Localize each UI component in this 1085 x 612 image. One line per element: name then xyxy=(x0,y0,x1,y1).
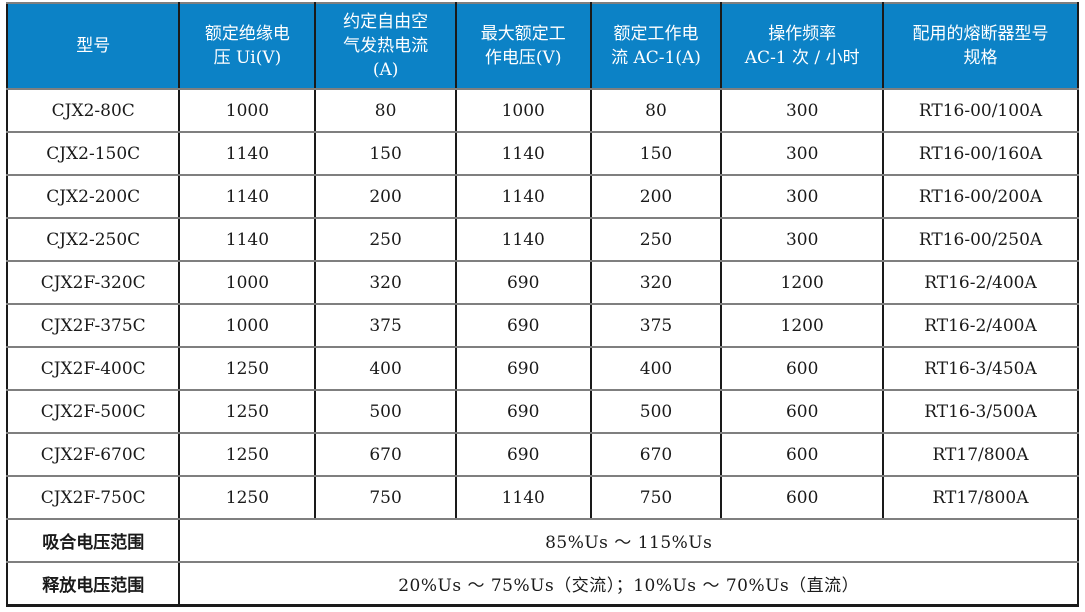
table-row: CJX2-250C 1140 250 1140 250 300 RT16-00/250A xyxy=(5,217,1079,262)
matching-fuse-spec-cell: RT16-00/160A xyxy=(882,131,1079,176)
rated-insulation-voltage-cell: 1250 xyxy=(178,432,317,477)
rated-insulation-voltage-cell: 1000 xyxy=(178,260,317,305)
matching-fuse-spec-cell: RT16-2/400A xyxy=(882,303,1079,348)
operating-frequency-ac1-cell: 300 xyxy=(720,217,885,262)
column-header-free-air-thermal-current: 约定自由空 气发热电流 (A) xyxy=(314,2,457,90)
operating-frequency-ac1-cell: 1200 xyxy=(720,260,885,305)
footer-row-pickup-voltage: 吸合电压范围 85%Us ～ 115%Us xyxy=(5,518,1079,563)
rated-insulation-voltage-cell: 1000 xyxy=(178,303,317,348)
max-rated-operational-voltage-cell: 1140 xyxy=(454,174,592,219)
max-rated-operational-voltage-cell: 1140 xyxy=(454,131,592,176)
operating-frequency-ac1-cell: 600 xyxy=(720,475,885,520)
matching-fuse-spec-cell: RT17/800A xyxy=(882,432,1079,477)
pickup-voltage-range-value: 85%Us ～ 115%Us xyxy=(178,518,1079,563)
matching-fuse-spec-cell: RT16-00/250A xyxy=(882,217,1079,262)
rated-operational-current-ac1-cell: 200 xyxy=(589,174,723,219)
table-row: CJX2F-500C 1250 500 690 500 600 RT16-3/500A xyxy=(5,389,1079,434)
free-air-thermal-current-cell: 250 xyxy=(314,217,457,262)
column-header-rated-operational-current-ac1: 额定工作电 流 AC-1(A) xyxy=(589,2,723,90)
table-header: 型号 额定绝缘电 压 Ui(V) 约定自由空 气发热电流 (A) 最大额定工 作… xyxy=(5,2,1079,90)
table-row: CJX2-200C 1140 200 1140 200 300 RT16-00/200A xyxy=(5,174,1079,219)
free-air-thermal-current-cell: 80 xyxy=(314,88,457,133)
matching-fuse-spec-cell: RT17/800A xyxy=(882,475,1079,520)
operating-frequency-ac1-cell: 600 xyxy=(720,432,885,477)
operating-frequency-ac1-cell: 1200 xyxy=(720,303,885,348)
free-air-thermal-current-cell: 375 xyxy=(314,303,457,348)
max-rated-operational-voltage-cell: 1000 xyxy=(454,88,592,133)
rated-operational-current-ac1-cell: 320 xyxy=(589,260,723,305)
rated-operational-current-ac1-cell: 500 xyxy=(589,389,723,434)
matching-fuse-spec-cell: RT16-2/400A xyxy=(882,260,1079,305)
max-rated-operational-voltage-cell: 1140 xyxy=(454,217,592,262)
max-rated-operational-voltage-cell: 690 xyxy=(454,432,592,477)
rated-insulation-voltage-cell: 1140 xyxy=(178,131,317,176)
free-air-thermal-current-cell: 400 xyxy=(314,346,457,391)
free-air-thermal-current-cell: 500 xyxy=(314,389,457,434)
free-air-thermal-current-cell: 750 xyxy=(314,475,457,520)
column-header-rated-insulation-voltage: 额定绝缘电 压 Ui(V) xyxy=(178,2,317,90)
table-body: CJX2-80C 1000 80 1000 80 300 RT16-00/100A CJX2-… xyxy=(5,88,1079,520)
rated-operational-current-ac1-cell: 400 xyxy=(589,346,723,391)
free-air-thermal-current-cell: 670 xyxy=(314,432,457,477)
rated-insulation-voltage-cell: 1250 xyxy=(178,346,317,391)
free-air-thermal-current-cell: 150 xyxy=(314,131,457,176)
max-rated-operational-voltage-cell: 690 xyxy=(454,346,592,391)
max-rated-operational-voltage-cell: 690 xyxy=(454,389,592,434)
table-row: CJX2-150C 1140 150 1140 150 300 RT16-00/160A xyxy=(5,131,1079,176)
rated-operational-current-ac1-cell: 250 xyxy=(589,217,723,262)
header-row: 型号 额定绝缘电 压 Ui(V) 约定自由空 气发热电流 (A) 最大额定工 作… xyxy=(5,2,1079,90)
table-row: CJX2F-400C 1250 400 690 400 600 RT16-3/450A xyxy=(5,346,1079,391)
model-cell: CJX2F-670C xyxy=(5,432,181,477)
model-cell: CJX2-250C xyxy=(5,217,181,262)
matching-fuse-spec-cell: RT16-00/200A xyxy=(882,174,1079,219)
model-cell: CJX2-200C xyxy=(5,174,181,219)
model-cell: CJX2F-320C xyxy=(5,260,181,305)
max-rated-operational-voltage-cell: 1140 xyxy=(454,475,592,520)
max-rated-operational-voltage-cell: 690 xyxy=(454,303,592,348)
table-row: CJX2F-320C 1000 320 690 320 1200 RT16-2/400A xyxy=(5,260,1079,305)
rated-operational-current-ac1-cell: 750 xyxy=(589,475,723,520)
table-row: CJX2F-750C 1250 750 1140 750 600 RT17/800A xyxy=(5,475,1079,520)
footer-row-release-voltage: 释放电压范围 20%Us ～ 75%Us（交流）；10%Us ～ 70%Us（直… xyxy=(5,561,1079,607)
free-air-thermal-current-cell: 200 xyxy=(314,174,457,219)
contactor-spec-table: 型号 额定绝缘电 压 Ui(V) 约定自由空 气发热电流 (A) 最大额定工 作… xyxy=(5,2,1079,607)
rated-insulation-voltage-cell: 1250 xyxy=(178,389,317,434)
release-voltage-range-label: 释放电压范围 xyxy=(5,561,181,607)
operating-frequency-ac1-cell: 300 xyxy=(720,88,885,133)
table-row: CJX2F-375C 1000 375 690 375 1200 RT16-2/400A xyxy=(5,303,1079,348)
table-row: CJX2F-670C 1250 670 690 670 600 RT17/800A xyxy=(5,432,1079,477)
rated-operational-current-ac1-cell: 80 xyxy=(589,88,723,133)
operating-frequency-ac1-cell: 600 xyxy=(720,389,885,434)
model-cell: CJX2F-750C xyxy=(5,475,181,520)
rated-insulation-voltage-cell: 1250 xyxy=(178,475,317,520)
operating-frequency-ac1-cell: 300 xyxy=(720,131,885,176)
operating-frequency-ac1-cell: 300 xyxy=(720,174,885,219)
release-voltage-range-value: 20%Us ～ 75%Us（交流）；10%Us ～ 70%Us（直流） xyxy=(178,561,1079,607)
model-cell: CJX2-80C xyxy=(5,88,181,133)
rated-insulation-voltage-cell: 1140 xyxy=(178,217,317,262)
rated-operational-current-ac1-cell: 375 xyxy=(589,303,723,348)
rated-insulation-voltage-cell: 1140 xyxy=(178,174,317,219)
pickup-voltage-range-label: 吸合电压范围 xyxy=(5,518,181,563)
rated-operational-current-ac1-cell: 670 xyxy=(589,432,723,477)
column-header-max-rated-operational-voltage: 最大额定工 作电压(V) xyxy=(454,2,592,90)
column-header-operating-frequency-ac1: 操作频率 AC-1 次 / 小时 xyxy=(720,2,885,90)
table-row: CJX2-80C 1000 80 1000 80 300 RT16-00/100A xyxy=(5,88,1079,133)
matching-fuse-spec-cell: RT16-3/450A xyxy=(882,346,1079,391)
rated-insulation-voltage-cell: 1000 xyxy=(178,88,317,133)
operating-frequency-ac1-cell: 600 xyxy=(720,346,885,391)
table-footer: 吸合电压范围 85%Us ～ 115%Us 释放电压范围 20%Us ～ 75%… xyxy=(5,518,1079,607)
matching-fuse-spec-cell: RT16-3/500A xyxy=(882,389,1079,434)
max-rated-operational-voltage-cell: 690 xyxy=(454,260,592,305)
free-air-thermal-current-cell: 320 xyxy=(314,260,457,305)
model-cell: CJX2F-500C xyxy=(5,389,181,434)
model-cell: CJX2-150C xyxy=(5,131,181,176)
column-header-model: 型号 xyxy=(5,2,181,90)
model-cell: CJX2F-375C xyxy=(5,303,181,348)
column-header-matching-fuse-spec: 配用的熔断器型号 规格 xyxy=(882,2,1079,90)
model-cell: CJX2F-400C xyxy=(5,346,181,391)
rated-operational-current-ac1-cell: 150 xyxy=(589,131,723,176)
matching-fuse-spec-cell: RT16-00/100A xyxy=(882,88,1079,133)
